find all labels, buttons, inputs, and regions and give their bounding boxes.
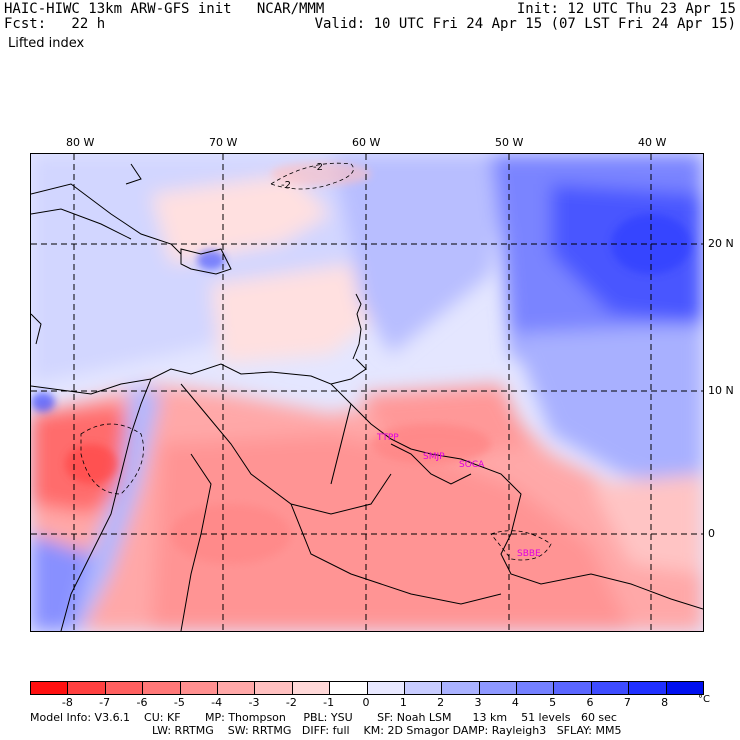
colorbar-swatch: [367, 682, 405, 694]
graticule: [31, 154, 703, 631]
valid-time: Valid: 10 UTC Fri 24 Apr 15 (07 LST Fri …: [314, 16, 736, 32]
colorbar-swatch: [180, 682, 218, 694]
colorbar-swatch: [591, 682, 630, 694]
colorbar-tick-label: -2: [285, 696, 297, 709]
colorbar-tick-label: 7: [623, 696, 631, 709]
station-skbo: TTPP: [377, 433, 399, 443]
lon-label-40w: 40 W: [638, 136, 667, 149]
lon-label-60w: 60 W: [352, 136, 381, 149]
model-info-line2: LW: RRTMG SW: RRTMG DIFF: full KM: 2D Sm…: [152, 724, 622, 737]
colorbar-tick-label: -8: [61, 696, 73, 709]
colorbar-swatch: [292, 682, 331, 694]
colorbar-swatch: [31, 682, 69, 694]
station-soca: SOCA: [459, 460, 485, 470]
model-info-line1: Model Info: V3.6.1 CU: KF MP: Thompson P…: [30, 711, 617, 724]
colorbar-swatch: [666, 682, 704, 694]
lat-label-10n: 10 N: [708, 384, 734, 397]
lon-label-70w: 70 W: [209, 136, 238, 149]
lat-label-equator: 0: [708, 527, 715, 540]
colorbar-swatch: [68, 682, 106, 694]
lifted-index-map: -2 -2 TTPP SMJP SOCA SBBE: [30, 153, 704, 632]
colorbar-tick-label: -5: [173, 696, 185, 709]
model-title: HAIC-HIWC 13km ARW-GFS init NCAR/MMM: [4, 1, 325, 17]
init-time: Init: 12 UTC Thu 23 Apr 15: [516, 1, 736, 17]
header-right: Init: 12 UTC Thu 23 Apr 15 Valid: 10 UTC…: [315, 2, 736, 32]
colorbar-tick-label: 1: [399, 696, 407, 709]
colorbar-swatch: [404, 682, 443, 694]
colorbar-swatch: [143, 682, 181, 694]
colorbar-unit: °C: [698, 694, 710, 705]
colorbar-tick-label: 2: [437, 696, 445, 709]
colorbar-swatch: [105, 682, 144, 694]
colorbar-swatch: [330, 682, 368, 694]
contours: [80, 162, 552, 561]
lon-label-50w: 50 W: [495, 136, 524, 149]
colorbar-tick-label: -7: [99, 696, 111, 709]
station-sbbe: SBBE: [517, 549, 541, 559]
lat-label-20n: 20 N: [708, 237, 734, 250]
colorbar-swatch: [554, 682, 592, 694]
colorbar-tick-label: 3: [474, 696, 482, 709]
contour-label-1: -2: [313, 162, 323, 173]
colorbar-tick-label: 5: [549, 696, 557, 709]
shaded-field: [31, 154, 703, 631]
colorbar-swatch: [217, 682, 256, 694]
variable-name: Lifted index: [8, 36, 85, 51]
map-field: -2 -2: [31, 154, 703, 631]
colorbar-tick-label: 0: [362, 696, 370, 709]
colorbar-tick-label: -1: [323, 696, 335, 709]
colorbar-swatch: [629, 682, 667, 694]
colorbar-tick-label: -3: [248, 696, 260, 709]
colorbar-swatch: [442, 682, 480, 694]
colorbar-swatch: [517, 682, 555, 694]
colorbar: [30, 681, 704, 695]
forecast-hour: Fcst: 22 h: [4, 16, 106, 32]
colorbar-swatch: [479, 682, 518, 694]
station-smjp: SMJP: [423, 452, 445, 462]
colorbar-tick-label: 8: [661, 696, 669, 709]
lon-label-80w: 80 W: [66, 136, 95, 149]
colorbar-tick-label: -6: [136, 696, 148, 709]
colorbar-tick-label: 6: [586, 696, 594, 709]
colorbar-tick-label: 4: [511, 696, 519, 709]
colorbar-tick-label: -4: [211, 696, 223, 709]
contour-label-2: -2: [281, 180, 291, 191]
colorbar-swatch: [255, 682, 293, 694]
header-left: HAIC-HIWC 13km ARW-GFS init NCAR/MMM Fcs…: [4, 2, 324, 32]
